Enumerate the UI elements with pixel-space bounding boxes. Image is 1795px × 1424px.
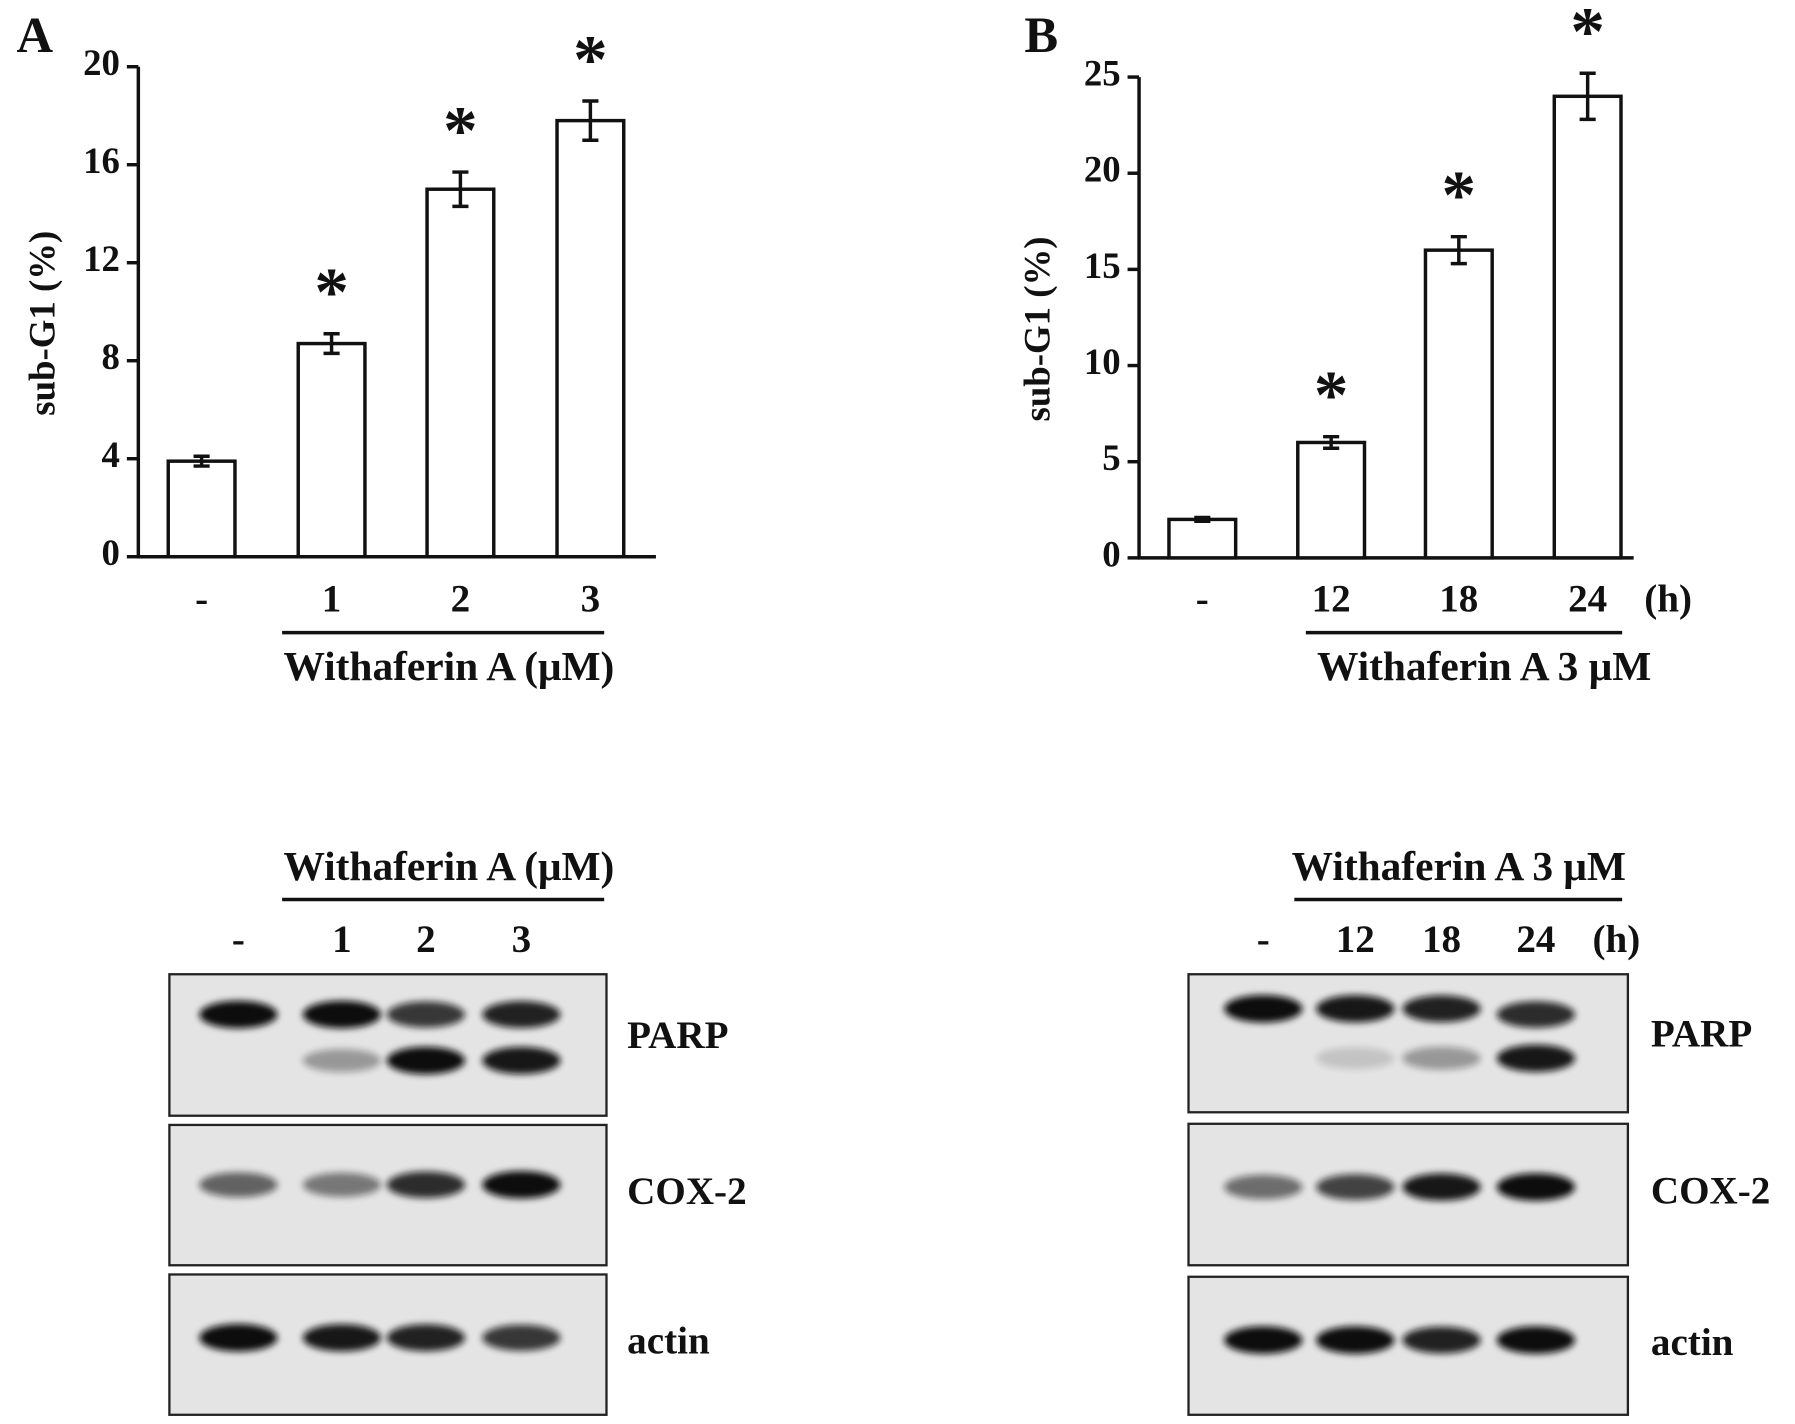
blot-band: [386, 1324, 466, 1352]
blot-band: [1402, 1046, 1481, 1070]
blot-band: [1316, 995, 1395, 1023]
blot-band: [1224, 1174, 1303, 1200]
x-tick-label: 18: [1439, 578, 1478, 621]
x-tick-label: -: [195, 578, 208, 621]
bar: [1552, 94, 1623, 560]
blot-band: [199, 1172, 278, 1198]
error-bar: [1194, 515, 1211, 524]
blot-band: [386, 1046, 466, 1075]
protein-label: COX-2: [1651, 1169, 1770, 1212]
lane-unit: (h): [1593, 918, 1641, 961]
protein-label: PARP: [627, 1014, 728, 1057]
y-tick-label: 12: [83, 238, 120, 279]
x-axis-label: Withaferin A 3 μM: [1317, 643, 1651, 689]
error-bar: [1579, 71, 1596, 122]
blot-band: [1316, 1326, 1395, 1354]
lane-label: -: [232, 918, 245, 961]
blot-band: [386, 1001, 466, 1028]
blot-panel: [168, 973, 608, 1117]
y-tick-label: 5: [1102, 437, 1120, 478]
x-tick-label: 1: [322, 578, 342, 621]
y-tick-label: 0: [1102, 533, 1120, 574]
protein-label: COX-2: [627, 1170, 746, 1213]
error-bar: [452, 170, 469, 209]
y-tick-label: 15: [1084, 245, 1121, 286]
lane-label: -: [1257, 918, 1270, 961]
blot-band: [199, 1323, 278, 1352]
panel-label: B: [1024, 7, 1058, 63]
significance-mark: *: [1442, 157, 1477, 233]
blot-band: [1316, 1174, 1395, 1200]
significance-mark: *: [314, 254, 349, 330]
blot-band: [482, 1046, 561, 1075]
y-tick-label: 4: [102, 434, 120, 475]
y-tick-label: 16: [83, 140, 120, 181]
blot-band: [302, 1324, 382, 1352]
x-tick-label: 2: [451, 578, 471, 621]
panel-label: A: [17, 7, 54, 63]
bar: [1296, 440, 1367, 560]
bar: [166, 459, 237, 559]
blot-band: [482, 1170, 561, 1199]
blot-band: [386, 1171, 466, 1199]
lane-label: 24: [1516, 918, 1555, 961]
error-bar: [1323, 434, 1340, 450]
bar: [1167, 517, 1238, 560]
error-bar: [193, 454, 210, 468]
blot-band: [482, 1324, 561, 1351]
blot-band: [1402, 1326, 1481, 1354]
blot-band: [1496, 1044, 1575, 1072]
y-tick-label: 10: [1084, 341, 1121, 382]
significance-mark: *: [1314, 357, 1349, 433]
blot-band: [482, 1001, 561, 1028]
error-bar: [1450, 234, 1467, 266]
significance-mark: *: [1570, 0, 1605, 70]
error-bar: [323, 332, 340, 356]
blot-band: [302, 1048, 382, 1073]
bar: [555, 118, 626, 559]
y-tick-label: 0: [102, 532, 120, 573]
x-axis-label: Withaferin A (μM): [283, 643, 614, 690]
blot-band: [302, 1172, 382, 1197]
y-tick-label: 20: [1084, 149, 1121, 190]
y-tick-label: 20: [83, 42, 120, 83]
x-tick-label: -: [1196, 578, 1209, 621]
lane-label: 1: [332, 918, 352, 961]
blot-band: [199, 1000, 278, 1029]
x-unit: (h): [1644, 578, 1692, 621]
blot-band: [1496, 1173, 1575, 1201]
lane-label: 18: [1422, 918, 1461, 961]
blot-header: Withaferin A (μM): [283, 843, 614, 890]
protein-label: PARP: [1651, 1012, 1752, 1055]
blot-band: [1224, 994, 1303, 1023]
lane-label: 12: [1336, 918, 1375, 961]
y-tick-label: 25: [1084, 53, 1121, 94]
bar: [296, 341, 367, 559]
blot-band: [1316, 1047, 1395, 1070]
x-tick-label: 12: [1312, 578, 1351, 621]
blot-band: [1496, 1326, 1575, 1354]
blot-band: [1496, 1001, 1575, 1028]
lane-label: 2: [416, 918, 436, 961]
bar: [425, 187, 496, 559]
y-axis-label: sub-G1 (%): [22, 231, 63, 416]
bar: [1423, 248, 1494, 560]
protein-label: actin: [627, 1320, 710, 1363]
protein-label: actin: [1651, 1321, 1734, 1364]
significance-mark: *: [443, 92, 478, 168]
significance-mark: *: [573, 21, 607, 97]
x-tick-label: 24: [1568, 578, 1607, 621]
y-tick-label: 8: [102, 336, 120, 377]
blot-band: [1224, 1326, 1303, 1354]
blot-band: [302, 1000, 382, 1029]
y-axis-label: sub-G1 (%): [1017, 236, 1058, 421]
lane-label: 3: [512, 918, 532, 961]
blot-panel: [1187, 973, 1630, 1114]
x-tick-label: 3: [581, 578, 601, 621]
blot-band: [1402, 1173, 1481, 1201]
blot-band: [1402, 995, 1481, 1023]
error-bar: [582, 99, 599, 142]
blot-header: Withaferin A 3 μM: [1292, 843, 1626, 889]
